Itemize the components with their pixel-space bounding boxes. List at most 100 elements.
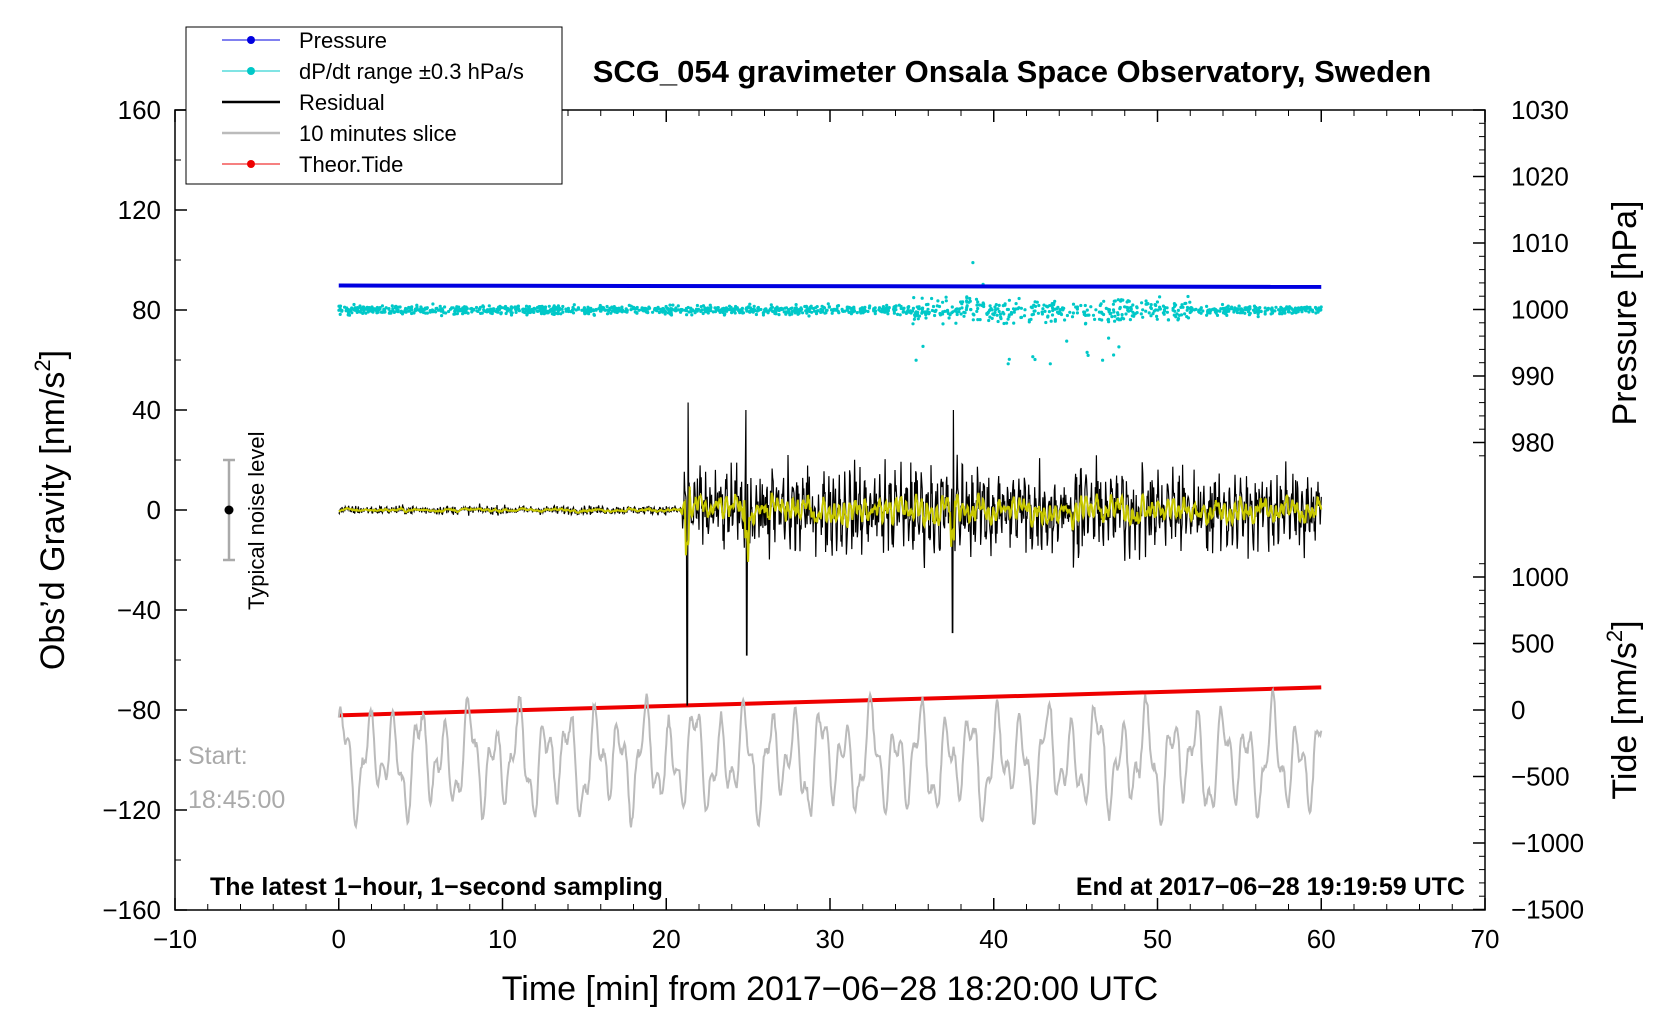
dpdt-point	[524, 304, 529, 308]
dpdt-point	[612, 305, 616, 309]
dpdt-point	[1094, 308, 1098, 312]
dpdt-point	[666, 311, 670, 315]
dpdt-point	[375, 308, 379, 313]
y-axis-title-pressure: Pressure [hPa]	[1606, 201, 1644, 426]
dpdt-point	[1130, 314, 1134, 318]
dpdt-point	[1155, 317, 1159, 321]
dpdt-point	[443, 305, 447, 309]
dpdt-point	[1307, 310, 1311, 314]
dpdt-point	[644, 307, 648, 311]
dpdt-point	[1082, 310, 1086, 314]
dpdt-point	[933, 309, 937, 314]
dpdt-point	[594, 308, 598, 312]
dpdt-point	[906, 306, 910, 310]
dpdt-point	[1007, 298, 1012, 302]
dpdt-point	[561, 310, 565, 314]
dpdt-point	[695, 303, 700, 308]
tide-tick-label: −500	[1511, 762, 1570, 792]
dpdt-point	[1075, 311, 1079, 315]
dpdt-point	[946, 311, 951, 316]
dpdt-point	[668, 303, 672, 307]
dpdt-point	[913, 313, 917, 317]
dpdt-point	[1014, 302, 1018, 306]
dpdt-point	[620, 308, 625, 312]
dpdt-point	[353, 308, 357, 312]
dpdt-point	[611, 309, 615, 313]
dpdt-point	[1002, 312, 1006, 316]
dpdt-point	[1070, 315, 1075, 319]
dpdt-point	[441, 309, 445, 313]
dpdt-point	[731, 309, 735, 313]
dpdt-point	[886, 312, 890, 316]
dpdt-point	[1071, 311, 1075, 315]
dpdt-point	[911, 322, 915, 326]
dpdt-point	[1147, 311, 1151, 315]
dpdt-point	[586, 310, 590, 314]
legend-item: dP/dt range ±0.3 hPa/s	[222, 59, 524, 84]
dpdt-point	[691, 308, 695, 313]
dpdt-point	[863, 309, 868, 313]
dpdt-point	[720, 307, 724, 311]
dpdt-point	[415, 308, 419, 312]
dpdt-point	[423, 311, 428, 315]
dpdt-point	[1277, 308, 1281, 312]
pressure-series	[338, 283, 1322, 289]
dpdt-point	[968, 296, 972, 301]
dpdt-point	[1019, 315, 1024, 319]
dpdt-point	[513, 305, 517, 309]
dpdt-point	[1040, 310, 1044, 314]
dpdt-point	[1243, 311, 1247, 315]
dpdt-point	[343, 305, 347, 309]
x-tick-label: 60	[1307, 924, 1336, 954]
dpdt-point	[1224, 311, 1228, 315]
dpdt-point	[1122, 317, 1126, 321]
dpdt-point	[1310, 308, 1314, 312]
dpdt-point	[834, 308, 838, 312]
legend-marker	[247, 160, 255, 168]
dpdt-point	[1206, 311, 1210, 315]
tide-tick-label: 1000	[1511, 562, 1569, 592]
dpdt-point	[1186, 294, 1190, 299]
dpdt-point	[790, 306, 794, 310]
dpdt-point	[1016, 307, 1020, 311]
dpdt-point	[561, 304, 565, 309]
dpdt-point	[670, 307, 674, 311]
dpdt-point	[975, 309, 979, 313]
dpdt-point	[1265, 308, 1269, 312]
dpdt-point	[1270, 306, 1274, 310]
dpdt-point	[1139, 312, 1143, 316]
x-tick-label: 50	[1143, 924, 1172, 954]
dpdt-point	[1053, 299, 1057, 303]
dpdt-point	[1116, 311, 1120, 315]
dpdt-point	[892, 311, 897, 315]
dpdt-point	[780, 307, 784, 312]
dpdt-point	[1279, 305, 1283, 309]
y-tick-label: −40	[117, 595, 161, 625]
dpdt-point	[1097, 317, 1102, 321]
dpdt-point	[671, 303, 675, 307]
dpdt-point	[988, 304, 992, 308]
dpdt-point	[684, 309, 689, 313]
dpdt-point	[1051, 308, 1055, 313]
dpdt-point	[892, 305, 896, 309]
dpdt-point	[902, 306, 906, 310]
dpdt-point	[1183, 312, 1187, 316]
dpdt-point	[661, 306, 665, 311]
dpdt-point	[669, 310, 673, 314]
dpdt-point	[651, 310, 655, 314]
dpdt-point	[569, 310, 573, 314]
dpdt-point	[1082, 312, 1087, 317]
dpdt-point	[1214, 309, 1218, 313]
dpdt-point	[504, 311, 508, 316]
y-tick-label: −80	[117, 695, 161, 725]
chart-title: SCG_054 gravimeter Onsala Space Observat…	[593, 54, 1432, 89]
dpdt-point	[1317, 308, 1321, 312]
dpdt-point	[754, 312, 759, 317]
dpdt-point	[965, 299, 969, 303]
dpdt-point	[450, 306, 454, 310]
dpdt-point	[971, 318, 975, 322]
dpdt-point	[916, 317, 920, 321]
y-tick-label: −120	[102, 795, 161, 825]
x-axis-title: Time [min] from 2017−06−28 18:20:00 UTC	[502, 970, 1158, 1008]
dpdt-point	[1131, 310, 1135, 314]
